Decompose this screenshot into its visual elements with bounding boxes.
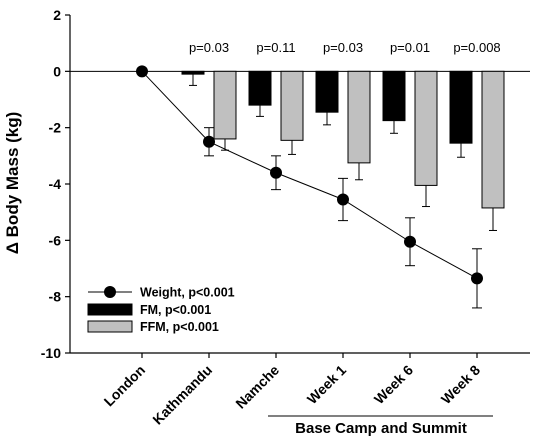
bars [181, 70, 505, 209]
fm-bar [248, 70, 272, 106]
weight-point [270, 166, 282, 179]
ffm-bar [347, 70, 371, 164]
y-tick-label: -2 [49, 120, 62, 136]
y-tick-label: -10 [41, 345, 61, 361]
y-tick-label: -8 [49, 289, 62, 305]
weight-point [337, 193, 349, 206]
legend-fm-label: FM, p<0.001 [140, 303, 211, 317]
group-label: Base Camp and Summit [295, 420, 467, 437]
weight-point [404, 235, 416, 248]
legend-weight-marker [104, 286, 116, 298]
p-value-label: p=0.01 [390, 40, 430, 55]
legend-fm-swatch [87, 303, 133, 316]
x-tick-label: Namche [232, 362, 282, 412]
x-tick-label: London [101, 362, 149, 410]
axes: 2 0 -2 -4 -6 -8 -10 [41, 7, 530, 417]
x-tick-label: Week 8 [438, 362, 483, 407]
p-value-label: p=0.11 [256, 40, 295, 55]
y-axis-label: Δ Body Mass (kg) [3, 112, 22, 255]
y-tick-label: -4 [49, 176, 62, 192]
legend-ffm-swatch [87, 320, 133, 333]
p-value-labels: p=0.03 p=0.11 p=0.03 p=0.01 p=0.008 [189, 40, 501, 55]
weight-point [203, 135, 215, 148]
weight-point [471, 272, 483, 285]
x-tick-label: Kathmandu [149, 362, 215, 428]
p-value-label: p=0.03 [323, 40, 363, 55]
ffm-bar [213, 70, 237, 140]
ffm-bar [280, 70, 304, 141]
fm-bar [449, 70, 473, 144]
x-tick-labels: London Kathmandu Namche Week 1 Week 6 Week 8 [101, 362, 484, 428]
p-value-label: p=0.008 [453, 40, 500, 55]
legend-weight-label: Weight, p<0.001 [140, 286, 235, 300]
error-bars [189, 74, 497, 231]
fm-bar [181, 70, 205, 75]
fm-bar [382, 70, 406, 122]
fm-bar [315, 70, 339, 113]
y-tick-label: -6 [49, 232, 62, 248]
weight-point [136, 65, 148, 78]
p-value-label: p=0.03 [189, 40, 229, 55]
ffm-bar [414, 70, 438, 186]
y-tick-label: 0 [53, 63, 61, 79]
weight-line [136, 65, 483, 309]
legend: Weight, p<0.001 FM, p<0.001 FFM, p<0.001 [87, 286, 235, 334]
weight-polyline [141, 70, 478, 279]
ffm-bar [481, 70, 505, 209]
y-tick-label: 2 [53, 7, 61, 23]
legend-ffm-label: FFM, p<0.001 [140, 320, 219, 334]
x-tick-label: Week 6 [371, 362, 416, 407]
x-tick-label: Week 1 [304, 362, 349, 407]
